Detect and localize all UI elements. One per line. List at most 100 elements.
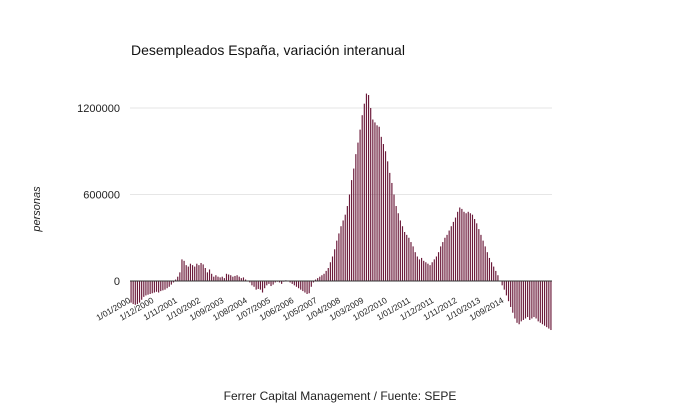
bar — [179, 272, 181, 281]
bar — [130, 281, 132, 303]
bar — [359, 129, 361, 282]
bar — [433, 259, 435, 282]
bar — [278, 281, 281, 283]
bar — [469, 213, 471, 281]
bar — [389, 172, 391, 282]
chart-title: Desempleados España, variación interanua… — [131, 42, 405, 58]
bar — [397, 213, 399, 281]
bar — [257, 281, 259, 289]
bar — [531, 281, 533, 319]
bar — [374, 122, 376, 281]
bar — [306, 281, 308, 294]
bar — [132, 281, 134, 305]
bar — [221, 276, 223, 281]
bar — [261, 281, 264, 293]
bar — [270, 281, 272, 287]
bar — [230, 275, 232, 281]
bar — [181, 259, 183, 282]
bar — [546, 281, 548, 328]
bar — [228, 274, 230, 281]
bar — [516, 281, 518, 323]
bar — [467, 211, 469, 281]
bar — [147, 281, 149, 295]
bar — [268, 281, 270, 284]
bar — [208, 269, 211, 281]
bar — [187, 266, 189, 281]
bar — [361, 115, 363, 282]
bar — [295, 281, 298, 287]
bar — [395, 206, 397, 281]
bar — [138, 281, 141, 303]
bar — [418, 259, 421, 282]
bar — [461, 208, 463, 281]
bar — [363, 103, 365, 282]
bar — [367, 95, 370, 281]
bar — [399, 220, 401, 281]
bar — [457, 211, 459, 281]
bar — [334, 249, 336, 281]
bar — [446, 234, 448, 281]
bar — [497, 275, 499, 281]
bar — [493, 266, 495, 281]
bar — [537, 281, 539, 322]
bar — [153, 281, 155, 293]
bar — [158, 281, 160, 293]
y-tick-label: 0 — [114, 276, 120, 288]
bar — [488, 257, 491, 281]
bar — [387, 161, 389, 281]
bar — [196, 263, 198, 281]
bar — [317, 278, 319, 281]
bar — [401, 226, 404, 281]
bar — [291, 281, 293, 284]
bar — [348, 194, 351, 281]
bar — [380, 136, 382, 281]
bar — [308, 281, 310, 294]
bar — [378, 126, 380, 282]
bar — [219, 277, 221, 281]
bar — [503, 281, 505, 290]
bar — [204, 268, 206, 281]
bar — [331, 256, 334, 281]
bar — [474, 219, 476, 281]
bar — [463, 211, 465, 281]
bar — [325, 270, 327, 281]
bar — [514, 281, 516, 319]
bar — [251, 281, 253, 286]
bar — [168, 281, 170, 287]
bar — [448, 230, 450, 281]
bar — [476, 223, 478, 281]
bar — [427, 263, 429, 281]
bar — [217, 276, 219, 281]
bar — [185, 265, 187, 281]
bar — [510, 281, 512, 307]
bar — [501, 281, 503, 286]
bar — [143, 281, 145, 297]
bar — [145, 281, 147, 296]
bar — [429, 265, 431, 281]
gridlines — [130, 107, 552, 195]
bar — [425, 262, 427, 281]
bar — [234, 275, 236, 281]
bar — [541, 281, 544, 325]
bar — [164, 281, 166, 290]
bar — [244, 279, 247, 281]
bar — [512, 281, 514, 313]
bar — [484, 246, 486, 281]
bar — [535, 281, 537, 319]
bar-series — [130, 93, 552, 331]
y-axis-ticks: 0 600000 1200000 — [77, 103, 120, 288]
bar — [507, 281, 510, 302]
bar — [304, 281, 306, 293]
bar — [327, 268, 329, 281]
bar — [323, 273, 325, 281]
bar — [529, 281, 531, 320]
bar — [259, 281, 261, 290]
bar — [198, 265, 200, 281]
bar — [376, 125, 378, 281]
bar — [465, 213, 467, 281]
bar — [355, 154, 357, 281]
bar — [177, 276, 179, 281]
bar — [416, 256, 418, 281]
bar — [223, 278, 225, 281]
bar — [518, 281, 520, 325]
